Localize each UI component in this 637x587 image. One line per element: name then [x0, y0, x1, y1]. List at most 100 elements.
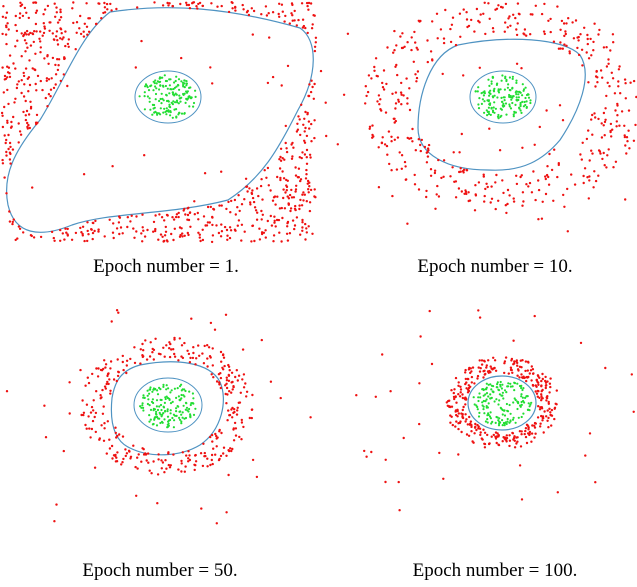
inner-point [515, 93, 518, 96]
outer-point [594, 116, 597, 119]
outer-point [528, 372, 531, 375]
outer-point [435, 12, 439, 15]
outer-point [525, 183, 528, 186]
outer-point [313, 49, 317, 53]
outer-point [236, 379, 239, 382]
outer-point [453, 397, 456, 401]
outer-point [581, 141, 584, 144]
outer-point [304, 222, 307, 226]
outer-point [196, 211, 199, 215]
outer-point [115, 309, 119, 312]
inner-point [514, 111, 517, 114]
inner-point [512, 95, 515, 98]
inner-point [489, 89, 492, 92]
outer-point [52, 38, 56, 41]
inner-point [174, 79, 177, 83]
inner-point [171, 416, 174, 420]
outer-point [568, 52, 571, 55]
outer-point [201, 4, 204, 8]
inner-point [498, 417, 501, 420]
outer-point [152, 230, 155, 233]
outer-point [399, 35, 402, 38]
outer-point [461, 396, 464, 400]
outer-point [523, 376, 526, 380]
outer-point [280, 206, 283, 210]
outer-point [302, 199, 305, 202]
inner-point [524, 396, 527, 399]
inner-point [154, 79, 157, 82]
inner-point [180, 112, 184, 115]
outer-point [497, 4, 500, 7]
inner-point [501, 383, 504, 386]
outer-point [484, 187, 487, 191]
outer-point [540, 393, 543, 396]
outer-point [520, 433, 523, 436]
inner-point [160, 420, 164, 423]
decision-boundary-line [110, 361, 224, 456]
inner-point [476, 408, 479, 411]
outer-point [397, 98, 400, 102]
inner-point [503, 389, 507, 392]
outer-point [277, 218, 281, 222]
outer-point [201, 464, 205, 468]
inner-point [521, 388, 524, 392]
outer-point [110, 444, 114, 448]
outer-point [532, 372, 535, 375]
outer-point [570, 173, 573, 176]
outer-point [201, 352, 204, 355]
outer-point [16, 83, 19, 86]
inner-point [498, 393, 501, 396]
outer-point [461, 413, 464, 416]
outer-point [483, 200, 486, 203]
outer-point [220, 4, 223, 8]
inner-point [183, 112, 186, 115]
outer-point [485, 182, 488, 185]
outer-point [465, 418, 468, 421]
outer-point [109, 360, 113, 363]
outer-point [286, 239, 290, 242]
outer-point [607, 148, 610, 151]
inner-point [188, 86, 191, 89]
inner-point [182, 83, 185, 87]
inner-point [521, 396, 524, 399]
outer-point [41, 88, 44, 92]
outer-point [8, 141, 12, 145]
outer-point [94, 411, 98, 415]
outer-point [400, 103, 403, 106]
inner-point [511, 101, 514, 105]
inner-point [486, 418, 489, 421]
outer-point [460, 190, 463, 193]
outer-point [495, 441, 498, 445]
outer-point [32, 236, 36, 239]
outer-point [121, 360, 125, 364]
outer-point [81, 225, 85, 228]
outer-point [215, 434, 218, 438]
outer-point [521, 204, 524, 207]
outer-point [370, 450, 373, 454]
inner-point [506, 420, 509, 423]
outer-point [225, 386, 229, 390]
outer-point [159, 233, 163, 236]
outer-point [14, 45, 17, 48]
outer-point [301, 229, 304, 232]
outer-point [504, 438, 507, 441]
outer-point [117, 221, 121, 224]
outer-point [92, 221, 95, 225]
inner-point [509, 385, 512, 388]
outer-point [224, 313, 228, 316]
outer-point [464, 368, 467, 372]
outer-point [625, 136, 629, 139]
outer-point [251, 224, 255, 227]
outer-point [165, 344, 168, 347]
outer-point [547, 416, 550, 420]
outer-point [185, 1, 188, 4]
outer-point [594, 179, 598, 183]
outer-point [296, 122, 299, 126]
outer-point [562, 193, 565, 197]
outer-point [164, 230, 168, 233]
outer-point [289, 207, 293, 210]
outer-point [160, 216, 164, 219]
outer-point [561, 119, 565, 122]
outer-point [437, 195, 441, 198]
outer-point [48, 21, 51, 24]
